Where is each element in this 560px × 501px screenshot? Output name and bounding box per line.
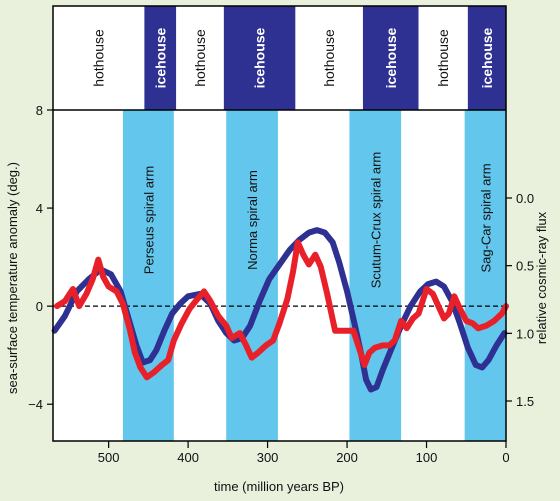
spiral-arm-bands: Perseus spiral arm Norma spiral arm Scutum…	[122, 110, 506, 441]
climate-band-hothouse	[176, 6, 224, 110]
y-right-tick-label: 1.0	[516, 326, 534, 341]
x-tick-label: 500	[98, 450, 120, 465]
climate-band-icehouse	[223, 6, 296, 110]
climate-band-label: hothouse	[321, 29, 337, 87]
climate-band-label: icehouse	[479, 27, 495, 88]
y-right-tick-label: 0.0	[516, 191, 534, 206]
plot-area	[53, 110, 506, 441]
plot-frame	[52, 5, 507, 442]
outer-frame	[52, 5, 507, 442]
spiral-arm-label: Scutum-Crux spiral arm	[368, 152, 383, 289]
climate-band-hothouse	[53, 6, 145, 110]
climate-band-label: icehouse	[152, 27, 168, 88]
y-right-tick-label: 0.5	[516, 259, 534, 274]
spiral-arm-band	[122, 110, 174, 441]
x-tick-label: 200	[336, 450, 358, 465]
climate-band-label: hothouse	[192, 29, 208, 87]
x-axis-title: time (million years BP)	[214, 479, 344, 494]
climate-band-icehouse	[362, 6, 419, 110]
y-left-tick-label: 4	[36, 201, 43, 216]
climate-band-icehouse	[467, 6, 506, 110]
x-tick-label: 100	[416, 450, 438, 465]
x-tick-label: 0	[502, 450, 509, 465]
plot-background	[53, 110, 506, 441]
climate-band-icehouse	[144, 6, 177, 110]
climate-mode-strip: hothouse icehouse hothouse icehouse hothouse…	[53, 6, 506, 110]
x-tick-label: 400	[177, 450, 199, 465]
climate-band-hothouse	[418, 6, 468, 110]
y-right-tick-label: 1.5	[516, 394, 534, 409]
y-axis-left-title: sea-surface temperature anomaly (deg.)	[5, 162, 20, 394]
y-left-tick-label: −4	[28, 397, 43, 412]
spiral-arm-label: Perseus spiral arm	[141, 166, 156, 274]
y-left-tick-label: 0	[36, 299, 43, 314]
climate-band-label: hothouse	[91, 29, 107, 87]
climate-band-label: icehouse	[383, 27, 399, 88]
climate-band-hothouse	[295, 6, 363, 110]
climate-band-label: hothouse	[435, 29, 451, 87]
climate-band-label: icehouse	[252, 27, 268, 88]
axes: 500 400 300 200 100 0 8 4 0 −4 0.0 0.5 1.0 1.5	[28, 103, 534, 465]
red-series-line	[54, 239, 509, 381]
spiral-arm-band	[464, 110, 506, 441]
spiral-arm-label: Sag-Car spiral arm	[478, 163, 493, 272]
spiral-arm-label: Norma spiral arm	[245, 170, 260, 270]
series-lines	[51, 227, 509, 393]
x-tick-label: 300	[257, 450, 279, 465]
y-axis-right-title: relative cosmic-ray flux	[534, 211, 549, 344]
y-left-tick-label: 8	[36, 103, 43, 118]
